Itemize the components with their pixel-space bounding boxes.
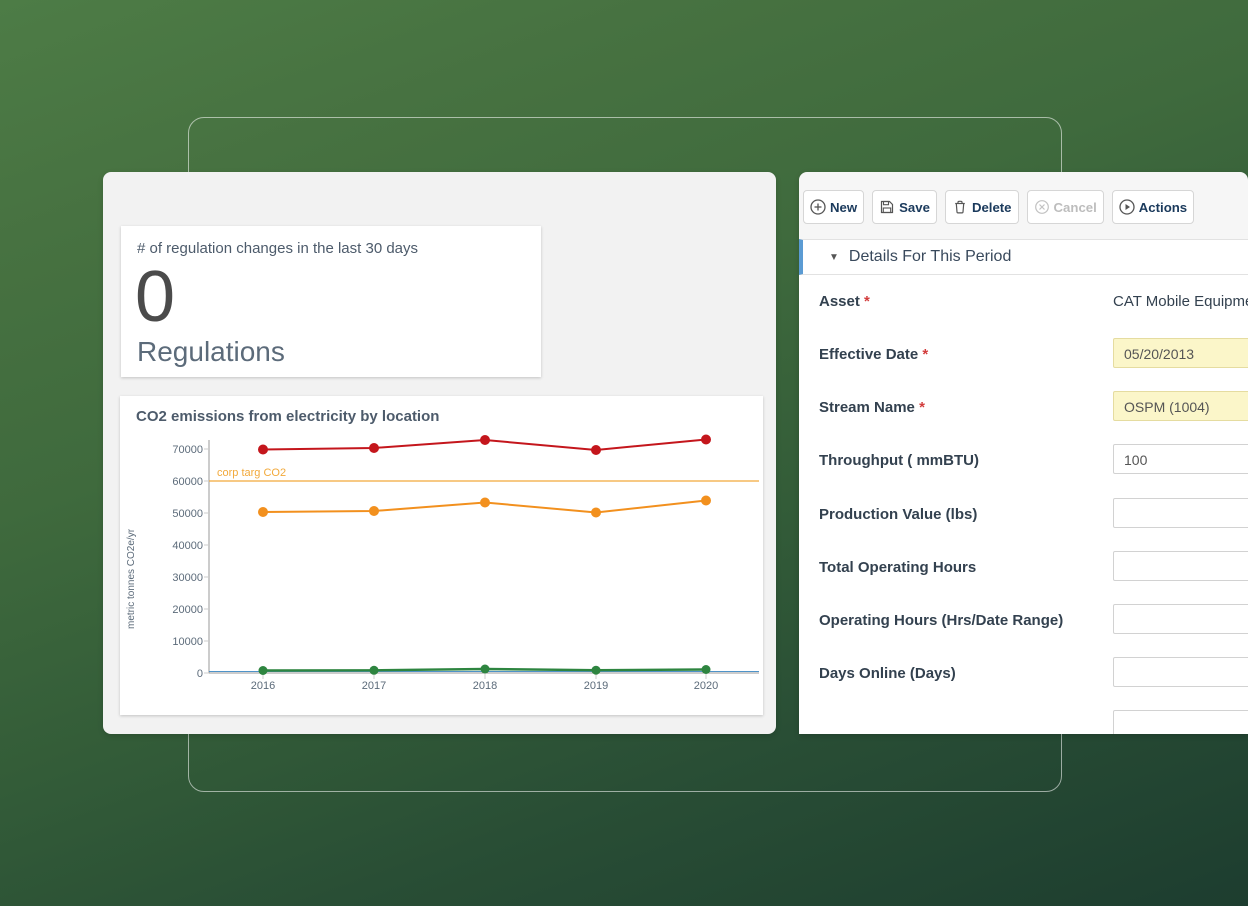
svg-text:30000: 30000 bbox=[172, 572, 203, 584]
svg-text:40000: 40000 bbox=[172, 540, 203, 552]
svg-text:corp targ CO2: corp targ CO2 bbox=[217, 467, 286, 479]
svg-text:50000: 50000 bbox=[172, 508, 203, 520]
svg-text:2017: 2017 bbox=[362, 680, 386, 692]
svg-text:60000: 60000 bbox=[172, 476, 203, 488]
svg-text:metric tonnes CO2e/yr: metric tonnes CO2e/yr bbox=[126, 528, 137, 629]
svg-text:2019: 2019 bbox=[584, 680, 608, 692]
svg-text:2018: 2018 bbox=[473, 680, 497, 692]
svg-text:2020: 2020 bbox=[694, 680, 718, 692]
svg-text:70000: 70000 bbox=[172, 444, 203, 456]
svg-text:20000: 20000 bbox=[172, 604, 203, 616]
svg-text:2016: 2016 bbox=[251, 680, 275, 692]
svg-text:0: 0 bbox=[197, 668, 203, 680]
svg-text:10000: 10000 bbox=[172, 636, 203, 648]
